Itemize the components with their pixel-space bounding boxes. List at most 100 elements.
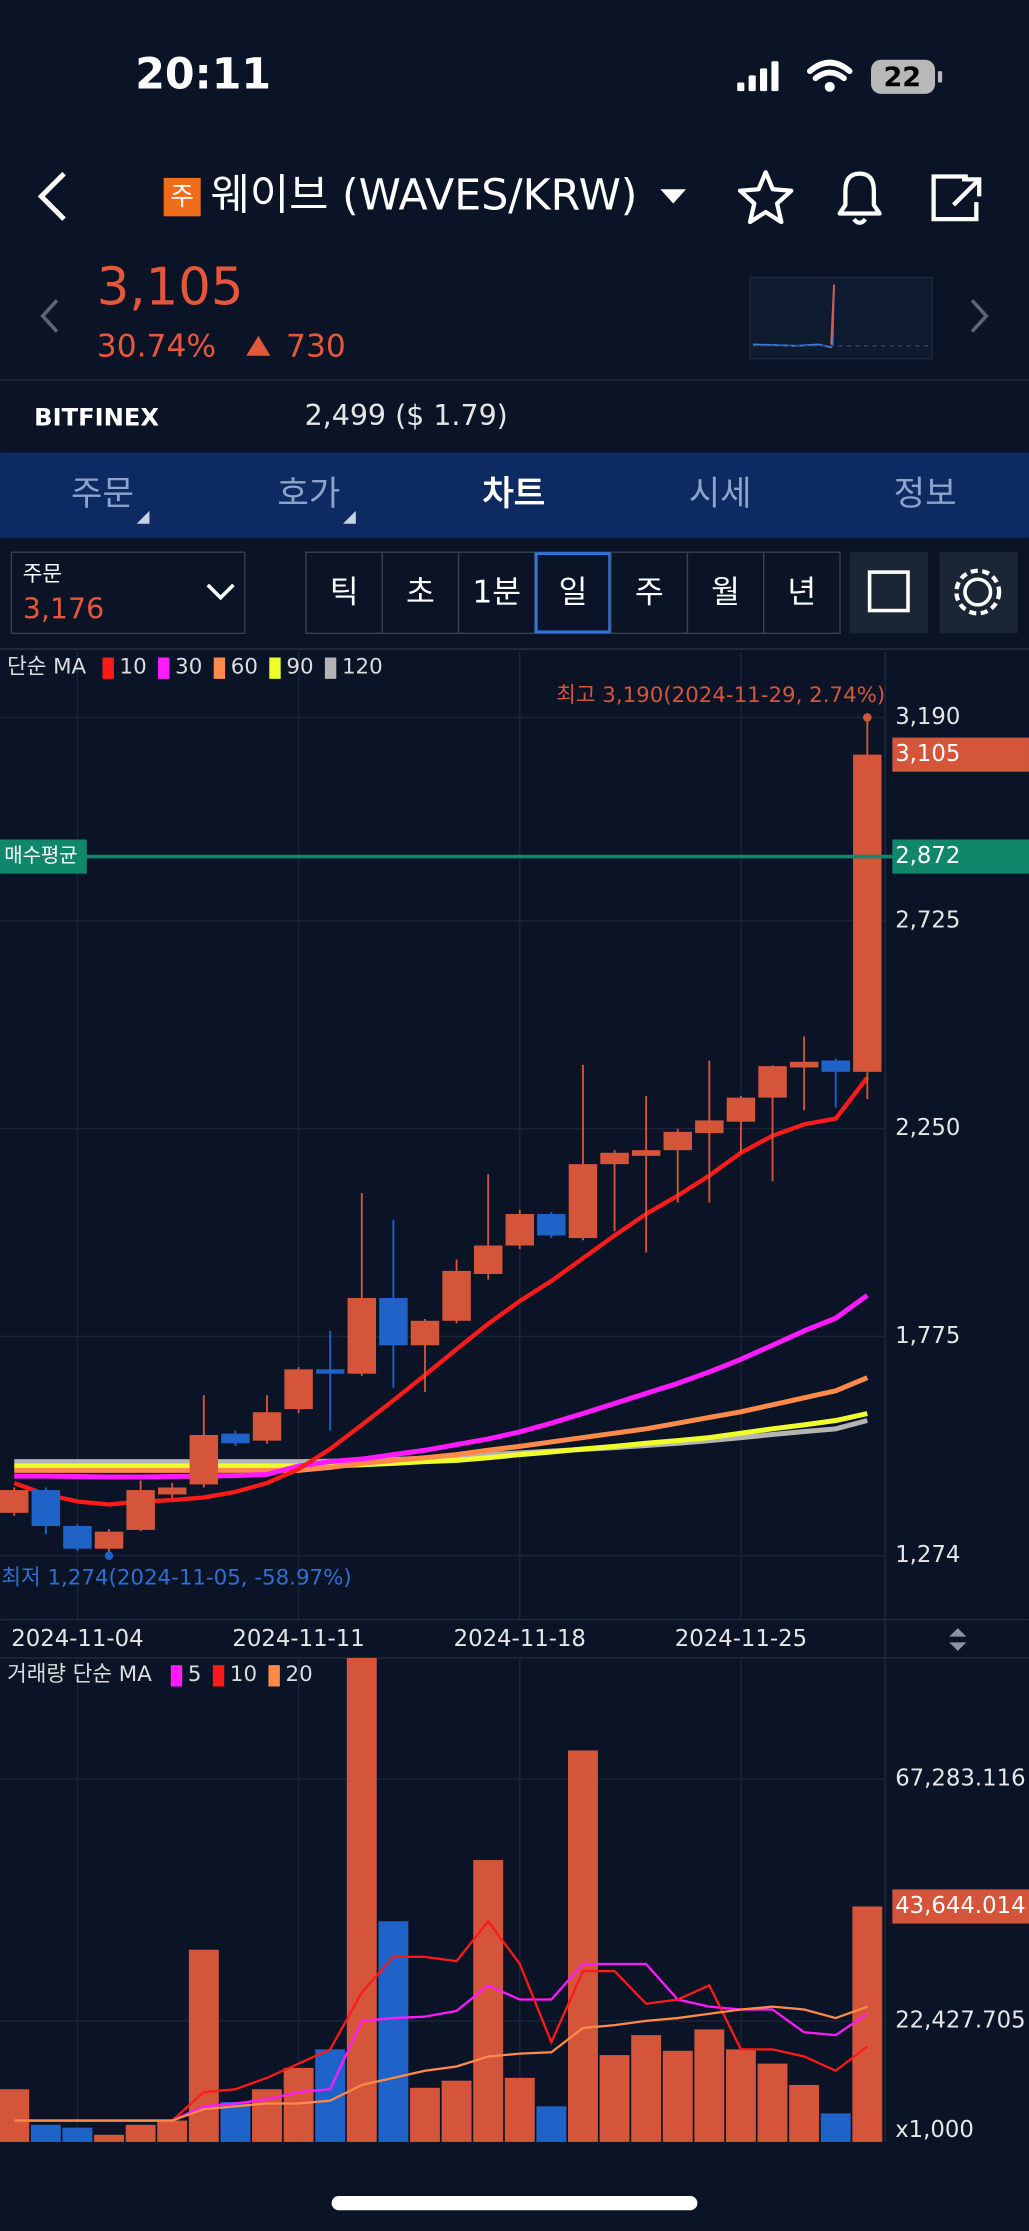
average-buy-name: 매수평균 [4, 844, 77, 867]
candle-body [473, 1245, 503, 1274]
period-active [534, 552, 612, 634]
high-annotation: 최고 3,190(2024-11-29, 2.74%) [556, 683, 885, 708]
candle-body [0, 1490, 29, 1513]
tab-bar [0, 452, 1029, 538]
volume-bar [631, 2035, 662, 2142]
badge-text: 주 [170, 182, 194, 212]
volume-bar [157, 2120, 188, 2142]
wifi-icon [806, 59, 853, 82]
candle-body [600, 1152, 629, 1165]
period-label[interactable]: 일 [559, 574, 588, 610]
low-marker [104, 1551, 114, 1560]
volume-bar [410, 2087, 440, 2142]
period-button[interactable] [305, 551, 383, 635]
legend-label: 30 [175, 654, 202, 679]
period-label[interactable]: 주 [635, 574, 664, 610]
candle-body [315, 1369, 345, 1374]
volume-bar [283, 2067, 314, 2142]
settings-button[interactable] [939, 552, 1018, 634]
tab-corner [343, 510, 356, 524]
volume-bar [378, 1921, 409, 2142]
legend-label: 5 [188, 1662, 202, 1687]
ma-line [14, 1411, 868, 1469]
favorite-button[interactable] [737, 170, 794, 225]
candle-body [126, 1490, 155, 1530]
title-caret[interactable] [660, 189, 686, 204]
volume-bar [30, 2124, 61, 2142]
order-label: 주문 [23, 562, 62, 587]
tab[interactable]: 차트 [482, 474, 545, 514]
x-tick-label: 2024-11-25 [675, 1626, 807, 1652]
asset-title[interactable]: 웨이브 (WAVES/KRW) [211, 170, 638, 220]
candle-body [537, 1214, 566, 1236]
volume-legend-title: 거래량 단순 MA [7, 1662, 152, 1687]
back-button[interactable] [37, 171, 66, 221]
x-tick-label: 2024-11-11 [232, 1626, 364, 1652]
period-button[interactable] [381, 551, 460, 635]
volume-bar [568, 1750, 598, 2142]
high-marker [863, 713, 872, 722]
last-price-tag [892, 737, 1029, 772]
change-amount: 730 [286, 328, 346, 364]
candle-body [695, 1120, 724, 1134]
legend-label: 60 [231, 654, 258, 679]
period-label[interactable]: 틱 [330, 574, 359, 610]
ma-legend-title: 단순 MA [7, 654, 86, 679]
settings-icon [963, 577, 993, 607]
badge [163, 177, 201, 217]
legend-label: 10 [230, 1662, 257, 1687]
tab[interactable]: 호가 [277, 474, 340, 514]
last-volume-label: 43,644.014 [895, 1893, 1025, 1919]
y-tick-label: 3,190 [895, 704, 960, 730]
exchange-price: 2,499 ($ 1.79) [305, 399, 508, 432]
period-button[interactable] [534, 551, 612, 635]
candle-body [252, 1412, 282, 1441]
volume-bar [536, 2106, 567, 2142]
alert-button[interactable] [837, 171, 882, 225]
share-button[interactable] [931, 174, 982, 222]
candle-body [189, 1434, 219, 1485]
legend-swatch [212, 1665, 225, 1687]
resize-handle[interactable] [949, 1628, 967, 1651]
order-select[interactable] [10, 551, 246, 635]
next-asset[interactable] [970, 299, 989, 333]
period-button[interactable] [686, 551, 765, 635]
y-tick-label: 1,775 [895, 1323, 960, 1349]
tab[interactable]: 주문 [71, 474, 134, 514]
average-buy-axis-tag [892, 839, 1029, 874]
drawing-icon [867, 570, 910, 613]
volume-bar [125, 2124, 156, 2142]
candle-body [410, 1320, 440, 1346]
settings-teeth [954, 568, 1002, 616]
x-tick-label: 2024-11-04 [11, 1626, 143, 1652]
ma-line [14, 1375, 869, 1473]
candle-body [157, 1487, 187, 1495]
drawing-button[interactable] [849, 552, 928, 634]
home-indicator [331, 2195, 698, 2211]
candle-body [789, 1061, 819, 1068]
candle-body [568, 1164, 598, 1239]
volume-ma-line [14, 2005, 868, 2122]
exchange-name: BITFINEX [34, 403, 159, 431]
legend-swatch [269, 657, 281, 679]
volume-bar [820, 2113, 851, 2142]
period-label[interactable]: 월 [711, 574, 740, 610]
tab[interactable]: 시세 [689, 474, 752, 514]
candle-body [347, 1298, 377, 1374]
prev-asset[interactable] [40, 299, 59, 333]
volume-bar [662, 2050, 693, 2142]
period-label[interactable]: 년 [787, 574, 816, 610]
battery-cap [937, 71, 943, 83]
order-chevron[interactable] [206, 583, 235, 601]
ma-line [14, 1293, 869, 1480]
y-tick-label: 1,274 [895, 1542, 960, 1568]
candle-body [284, 1369, 313, 1410]
period-button[interactable] [457, 551, 536, 635]
y-tick-label: 22,427.705 [895, 2007, 1025, 2033]
period-label[interactable]: 초 [406, 574, 435, 610]
period-button[interactable] [762, 551, 841, 635]
tab[interactable]: 정보 [894, 474, 957, 514]
period-label[interactable]: 1분 [472, 574, 521, 610]
